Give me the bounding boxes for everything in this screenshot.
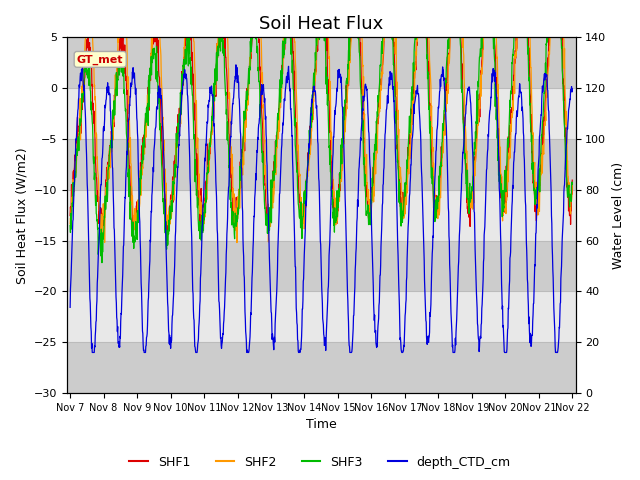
Y-axis label: Water Level (cm): Water Level (cm) bbox=[612, 162, 625, 269]
Bar bbox=[67, 37, 575, 88]
Y-axis label: Soil Heat Flux (W/m2): Soil Heat Flux (W/m2) bbox=[15, 147, 28, 284]
X-axis label: Time: Time bbox=[306, 419, 337, 432]
Bar bbox=[67, 240, 575, 291]
Bar bbox=[67, 139, 575, 190]
Bar bbox=[67, 342, 575, 393]
Title: Soil Heat Flux: Soil Heat Flux bbox=[259, 15, 383, 33]
Legend: SHF1, SHF2, SHF3, depth_CTD_cm: SHF1, SHF2, SHF3, depth_CTD_cm bbox=[124, 451, 516, 474]
Text: GT_met: GT_met bbox=[77, 54, 124, 64]
